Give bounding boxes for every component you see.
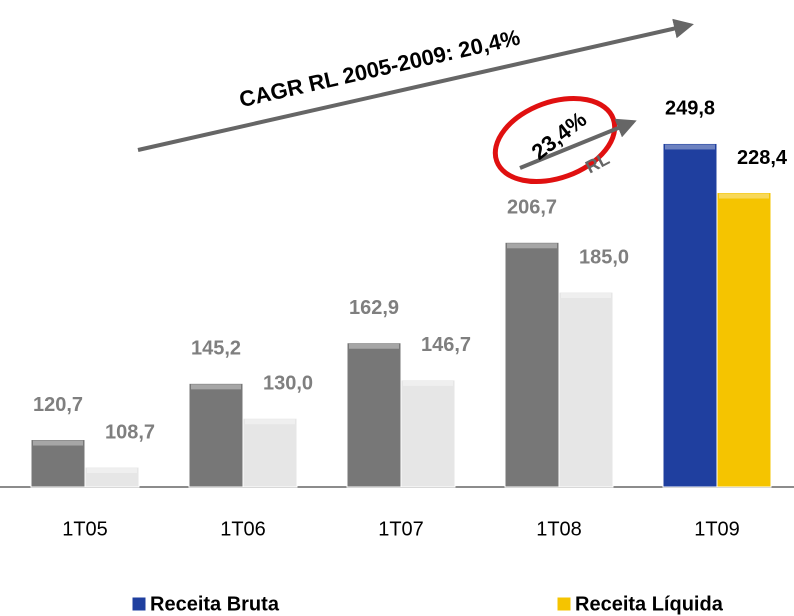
bar-highlight [191, 384, 241, 390]
bar [400, 379, 456, 488]
growth-annotation: 23,4% [527, 107, 592, 165]
growth-subject: RL [582, 148, 613, 177]
bar-highlight [665, 144, 715, 150]
legend-label: Receita Bruta [150, 593, 280, 615]
growth-arrow [519, 118, 637, 170]
cagr-annotation: CAGR RL 2005-2009: 20,4% [237, 25, 522, 112]
x-tick-label: 1T05 [62, 518, 108, 540]
value-label: 108,7 [105, 421, 155, 443]
bar-highlight [561, 293, 611, 299]
bar [242, 417, 298, 488]
bar-highlight [87, 468, 137, 474]
x-tick-label: 1T06 [220, 518, 266, 540]
bar [716, 192, 772, 488]
bar [504, 241, 560, 488]
value-label: 146,7 [421, 334, 471, 356]
value-label: 206,7 [507, 197, 557, 219]
bar-highlight [349, 343, 399, 349]
bar-highlight [33, 440, 83, 446]
cagr-arrow [137, 18, 694, 152]
value-label: 145,2 [191, 338, 241, 360]
x-tick-label: 1T07 [378, 518, 424, 540]
bar [188, 382, 244, 488]
value-label: 249,8 [665, 98, 715, 120]
bar-highlight [245, 419, 295, 425]
value-label: 130,0 [263, 372, 313, 394]
bar [30, 439, 86, 488]
x-tick-label: 1T09 [694, 518, 740, 540]
bar-highlight [403, 380, 453, 386]
bar-highlight [507, 243, 557, 249]
value-label: 185,0 [579, 246, 629, 268]
value-label: 228,4 [737, 147, 788, 169]
bar [558, 291, 614, 488]
value-label: 120,7 [33, 394, 83, 416]
legend-swatch [556, 596, 572, 612]
value-label: 162,9 [349, 297, 399, 319]
bar-highlight [719, 193, 769, 199]
highlight-ellipse [492, 95, 618, 185]
bar [84, 466, 140, 488]
legend-swatch [131, 596, 147, 612]
legend-label: Receita Líquida [575, 593, 724, 615]
bar [662, 142, 718, 488]
bar [346, 342, 402, 488]
x-tick-label: 1T08 [536, 518, 582, 540]
